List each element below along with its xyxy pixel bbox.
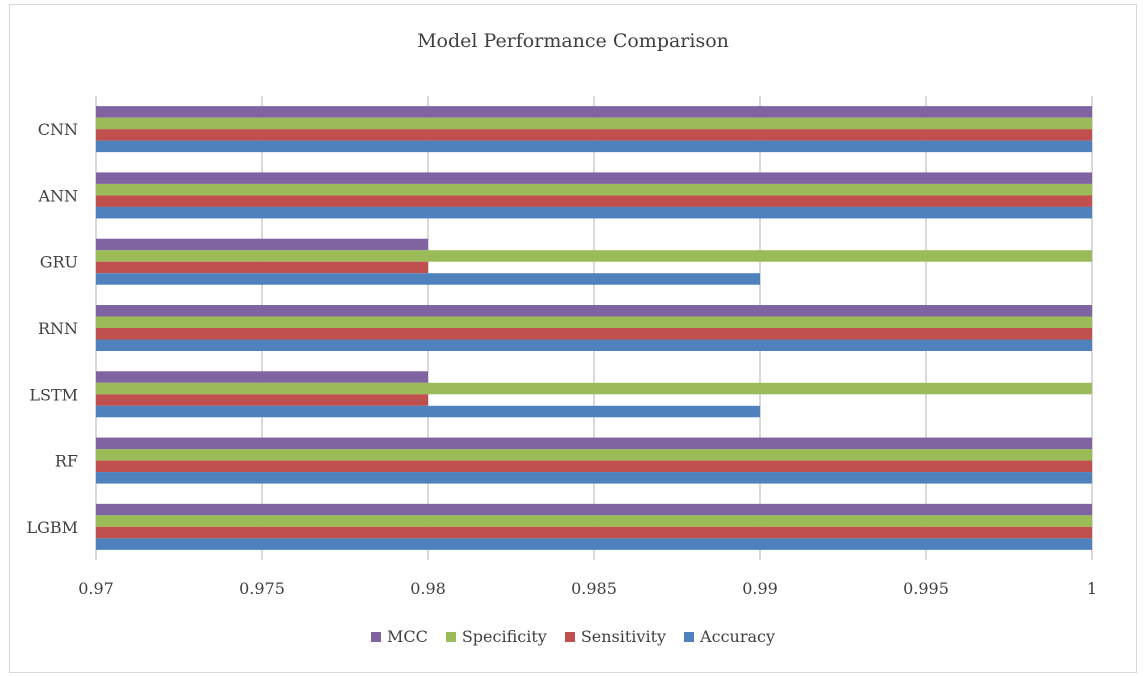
x-tick-label: 0.97: [78, 579, 114, 598]
bar-mcc-rnn: [96, 305, 1092, 317]
bar-accuracy-rnn: [96, 339, 1092, 351]
bar-accuracy-lgbm: [96, 538, 1092, 550]
bar-mcc-gru: [96, 238, 428, 251]
bar-accuracy-rf: [96, 472, 1092, 484]
bar-specificity-rnn: [96, 316, 1092, 328]
legend-label: Sensitivity: [580, 627, 667, 646]
bar-specificity-gru: [96, 250, 1092, 262]
bar-mcc-ann: [96, 172, 1092, 184]
chart-title: Model Performance Comparison: [417, 30, 729, 52]
legend-label: Specificity: [461, 627, 547, 646]
y-category-label: CNN: [38, 120, 78, 139]
bar-specificity-lstm: [96, 382, 1092, 395]
x-tick-label: 0.99: [742, 579, 778, 598]
bar-specificity-rf: [96, 449, 1092, 461]
bar-mcc-cnn: [96, 106, 1092, 118]
y-category-label: RNN: [38, 319, 78, 338]
y-category-label: ANN: [37, 186, 78, 205]
legend-item-mcc: MCC: [370, 627, 428, 646]
bar-mcc-lgbm: [96, 503, 1092, 516]
bar-accuracy-ann: [96, 206, 1092, 219]
legend-item-accuracy: Accuracy: [684, 627, 775, 646]
x-tick-label: 0.975: [239, 579, 285, 598]
legend-item-sensitivity: Sensitivity: [564, 627, 667, 646]
x-tick-label: 0.98: [410, 579, 446, 598]
bar-sensitivity-cnn: [96, 129, 1092, 141]
bar-sensitivity-lstm: [96, 394, 428, 406]
bar-specificity-ann: [96, 183, 1092, 196]
bar-sensitivity-ann: [96, 195, 1092, 207]
x-tick-label: 0.995: [903, 579, 949, 598]
bar-specificity-cnn: [96, 117, 1092, 130]
bar-sensitivity-gru: [96, 261, 428, 274]
bar-accuracy-gru: [96, 273, 760, 285]
y-category-label: LSTM: [29, 385, 78, 404]
x-tick-label: 0.985: [571, 579, 617, 598]
chart-legend: MCC Specificity Sensitivity Accuracy: [0, 627, 1146, 646]
bar-specificity-lgbm: [96, 515, 1092, 527]
legend-label: Accuracy: [700, 627, 776, 646]
bar-sensitivity-lgbm: [96, 526, 1092, 539]
bar-mcc-lstm: [96, 371, 428, 383]
bar-sensitivity-rnn: [96, 328, 1092, 340]
y-category-label: RF: [55, 452, 78, 471]
legend-swatch: [684, 631, 695, 642]
bar-accuracy-cnn: [96, 140, 1092, 153]
legend-label: MCC: [386, 627, 428, 646]
legend-swatch: [370, 631, 381, 642]
bar-mcc-rf: [96, 437, 1092, 450]
bar-accuracy-lstm: [96, 405, 760, 418]
x-tick-label: 1: [1087, 579, 1097, 598]
bar-sensitivity-rf: [96, 460, 1092, 473]
y-category-label: GRU: [40, 253, 78, 272]
legend-swatch: [445, 631, 456, 642]
y-category-label: LGBM: [26, 518, 78, 537]
legend-swatch: [564, 631, 575, 642]
legend-item-specificity: Specificity: [445, 627, 547, 646]
